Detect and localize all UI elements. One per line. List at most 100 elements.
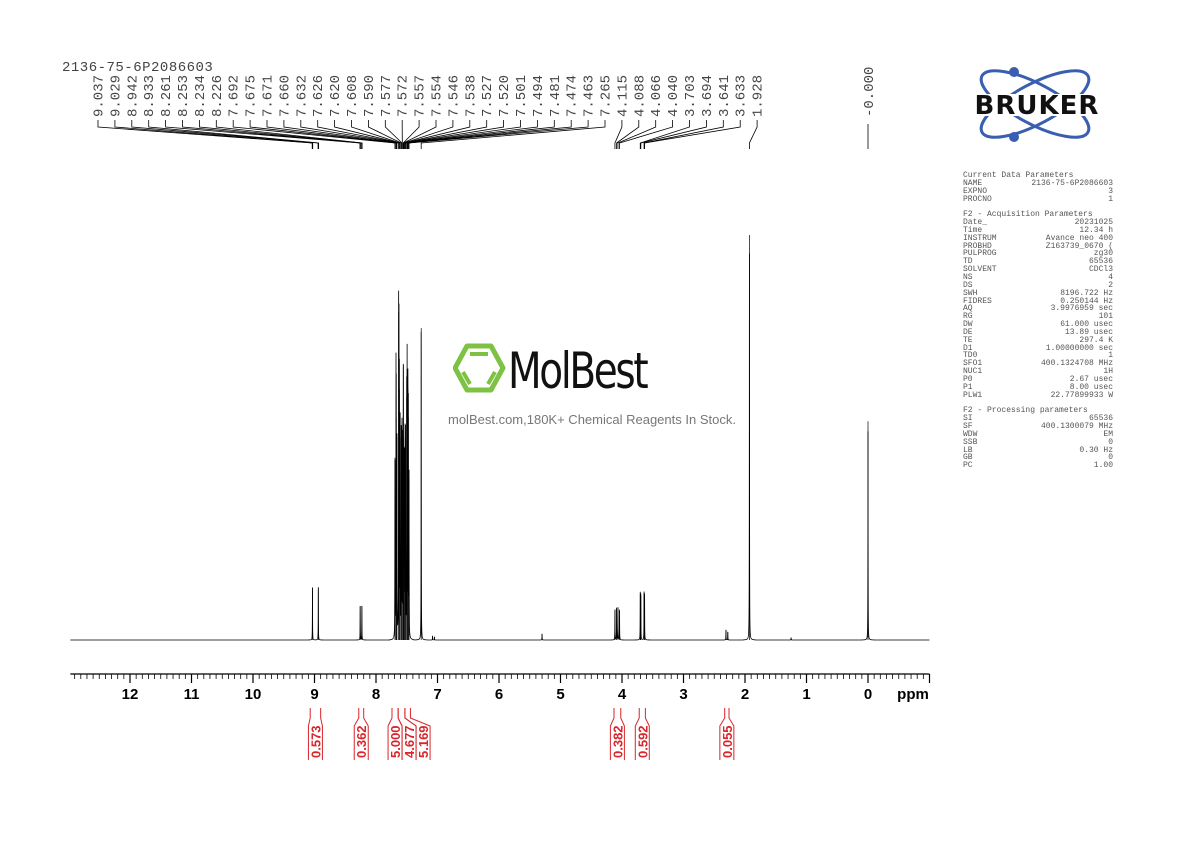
peak-label: 7.692 (227, 75, 243, 117)
param-value: 4 (1108, 272, 1113, 282)
peak-label-connector (639, 120, 690, 149)
peak-label: 7.572 (396, 75, 412, 117)
peak-label-connector (283, 120, 398, 149)
integral-value: 0.382 (610, 725, 625, 758)
peak-label-connector (97, 120, 313, 149)
param-value: 12.34 h (1079, 225, 1113, 235)
param-key: PULPROG (963, 249, 997, 259)
param-key: EXPNO (963, 186, 988, 196)
param-row: Date_ 20231025 (963, 219, 1113, 227)
param-value: 2.67 usec (1069, 374, 1113, 384)
peak-label-connector (182, 120, 361, 149)
param-value: 0 (1108, 437, 1113, 447)
watermark-brand: MolBest (508, 342, 649, 400)
integral-bracket-left (404, 708, 417, 760)
integral-bracket-right (644, 708, 650, 760)
spectrum (70, 235, 930, 641)
param-value: 2136-75-6P2086603 (1031, 178, 1113, 188)
peak-label-connector (351, 120, 401, 149)
peak-label: 8.942 (125, 75, 141, 117)
peak-label: 7.626 (311, 75, 327, 117)
param-value: 0.250144 Hz (1060, 296, 1113, 306)
peak-label-connector (403, 120, 454, 149)
param-key: TE (963, 335, 973, 345)
param-row: SF 400.1300079 MHz (963, 423, 1113, 431)
x-tick-label: 5 (556, 686, 564, 703)
peak-label-connector (644, 120, 741, 149)
peak-label-connector (334, 120, 400, 149)
param-value: 400.1324708 MHz (1040, 359, 1113, 369)
param-row: DS 2 (963, 280, 1113, 290)
x-tick-label: 1 (802, 686, 810, 703)
param-row: GB 0 (963, 454, 1113, 462)
param-value: Z163739_0670 ( (1045, 241, 1113, 251)
param-value: 3.9976959 sec (1050, 304, 1113, 314)
peak-label-connector (403, 120, 437, 149)
peak-label: 7.265 (599, 75, 615, 117)
param-value: 1.00 (1093, 461, 1113, 471)
integral-bracket-left (307, 708, 311, 760)
peak-label: 4.115 (615, 75, 631, 117)
param-row: SSB 0 (963, 437, 1113, 447)
peak-label: 7.590 (362, 75, 378, 117)
integral-bracket-left (397, 708, 403, 760)
param-value: 13.89 usec (1064, 327, 1113, 337)
peak-label: 3.694 (700, 75, 716, 117)
peak-label-connector (131, 120, 319, 149)
param-value: 1 (1108, 194, 1113, 204)
benzene-logo-icon (453, 343, 506, 393)
x-tick-label: 10 (245, 686, 262, 703)
peak-label-connector (404, 120, 471, 149)
integral-value: 5.169 (416, 725, 431, 758)
x-tick-label: 12 (122, 686, 139, 703)
peak-label: 7.520 (497, 75, 513, 117)
peak-label-connector (640, 120, 707, 149)
peak-label: 8.234 (193, 75, 209, 117)
integral-bracket-left (634, 708, 640, 760)
param-row: SFO1 400.1324708 MHz (963, 360, 1113, 368)
param-value: 65536 (1088, 414, 1113, 424)
param-key: GB (963, 453, 973, 463)
integral-bracket-right (620, 708, 625, 760)
param-key: NUC1 (963, 367, 983, 377)
peak-label-connector (749, 120, 758, 149)
peak-label-connector (643, 120, 724, 149)
sample-name: 2136-75-6P2086603 (62, 60, 214, 76)
param-value: EM (1103, 429, 1113, 439)
param-key: LB (963, 445, 973, 455)
acquisition-params-title: F2 - Acquisition Parameters (963, 210, 1093, 220)
param-value: 2 (1108, 280, 1113, 290)
integral-value: 5.000 (388, 725, 403, 758)
param-value: 1H (1103, 367, 1113, 377)
integral: 0.055 (719, 708, 735, 760)
param-key: DE (963, 327, 973, 337)
peak-label: 7.481 (548, 75, 564, 117)
param-row: WDW EM (963, 429, 1113, 439)
x-tick-label: 6 (495, 686, 503, 703)
peak-label-connector (404, 120, 488, 149)
param-row: DW 61.000 usec (963, 321, 1113, 329)
integral-bracket-left (719, 708, 726, 760)
param-value: 0 (1108, 453, 1113, 463)
param-row: AQ 3.9976959 sec (963, 305, 1113, 313)
peak-label-connector (407, 120, 555, 149)
processing-params-title: F2 - Processing parameters (963, 406, 1088, 416)
x-tick-label: 9 (310, 686, 318, 703)
peak-label-connector (148, 120, 320, 149)
integral: 0.573 (307, 708, 323, 760)
reference-peak-label: -0.000 (862, 67, 878, 117)
param-value: 8.00 usec (1069, 382, 1113, 392)
param-row: TE 297.4 K (963, 335, 1113, 345)
peak-label-connector (266, 120, 397, 149)
param-key: AQ (963, 304, 973, 314)
param-value: 101 (1098, 312, 1113, 322)
integral-bracket-right (728, 708, 735, 760)
x-tick-label: 11 (184, 686, 200, 703)
x-tick-label: 4 (618, 686, 627, 703)
integral: 0.362 (353, 708, 369, 760)
integral-value: 0.362 (354, 725, 369, 758)
param-value: 0.30 Hz (1079, 445, 1113, 455)
param-row: P0 2.67 usec (963, 376, 1113, 384)
param-key: SOLVENT (963, 265, 997, 275)
param-key: PROCNO (963, 194, 992, 204)
